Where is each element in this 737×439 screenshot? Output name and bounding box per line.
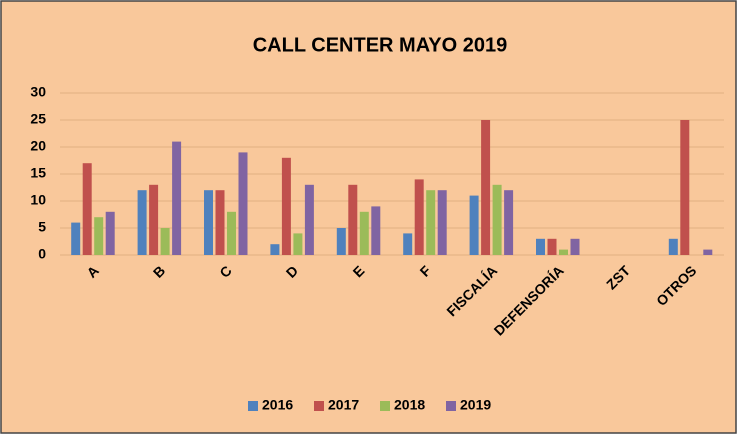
legend-swatch [446, 401, 456, 411]
legend-swatch [314, 401, 324, 411]
chart-title: CALL CENTER MAYO 2019 [253, 34, 508, 56]
bar [172, 141, 182, 255]
bar [570, 238, 580, 255]
bar [82, 163, 92, 255]
bar [227, 211, 236, 255]
bar [94, 217, 104, 255]
bar [371, 206, 381, 255]
bar [336, 228, 346, 255]
y-tick-label: 5 [38, 219, 46, 235]
bar [137, 190, 147, 255]
bar [160, 228, 170, 255]
bar [437, 190, 447, 255]
bar [71, 222, 81, 255]
y-tick-label: 15 [30, 165, 46, 181]
y-tick-label: 20 [30, 138, 46, 154]
y-tick-label: 0 [38, 246, 46, 262]
bar [293, 233, 303, 255]
bar [105, 211, 115, 255]
legend-label: 2019 [460, 397, 491, 413]
bar [238, 152, 248, 255]
bar [414, 179, 424, 255]
bar [304, 184, 314, 255]
legend-label: 2018 [394, 397, 425, 413]
bar [547, 238, 557, 255]
bar [215, 190, 225, 255]
bar [281, 157, 291, 255]
y-tick-label: 10 [30, 192, 46, 208]
bar [703, 249, 713, 255]
bar [481, 120, 491, 255]
bar [149, 184, 159, 255]
legend-swatch [380, 401, 390, 411]
bar [348, 184, 358, 255]
bar [680, 120, 690, 255]
bar [204, 190, 213, 255]
legend-label: 2016 [262, 397, 293, 413]
y-tick-label: 30 [30, 84, 46, 100]
bar [536, 238, 545, 255]
bar [426, 190, 436, 255]
bar [492, 184, 502, 255]
bar [504, 190, 514, 255]
legend-swatch [248, 401, 258, 411]
bar [559, 249, 568, 255]
y-tick-label: 25 [30, 111, 46, 127]
bar [359, 211, 369, 255]
legend-label: 2017 [328, 397, 359, 413]
bar [469, 195, 479, 255]
bar [668, 238, 678, 255]
bar [403, 233, 413, 255]
bar [270, 244, 280, 255]
